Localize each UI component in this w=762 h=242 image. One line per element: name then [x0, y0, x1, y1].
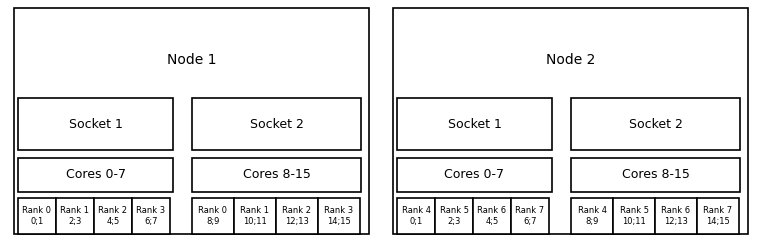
Bar [397, 198, 435, 234]
Text: Rank 1
10;11: Rank 1 10;11 [241, 206, 270, 226]
Text: Rank 2
12;13: Rank 2 12;13 [283, 206, 312, 226]
Text: Rank 0
8;9: Rank 0 8;9 [198, 206, 228, 226]
Text: Cores 8-15: Cores 8-15 [242, 168, 310, 182]
Text: Rank 7
14;15: Rank 7 14;15 [703, 206, 732, 226]
Text: Rank 3
6;7: Rank 3 6;7 [136, 206, 165, 226]
Bar [655, 198, 697, 234]
Bar [18, 198, 56, 234]
Bar [18, 98, 173, 150]
Bar [473, 198, 511, 234]
Text: Cores 8-15: Cores 8-15 [622, 168, 690, 182]
Bar [234, 198, 276, 234]
Text: Rank 1
2;3: Rank 1 2;3 [60, 206, 89, 226]
Bar [18, 158, 173, 192]
Bar [192, 198, 234, 234]
Text: Rank 2
4;5: Rank 2 4;5 [98, 206, 127, 226]
Bar [318, 198, 360, 234]
Text: Rank 5
10;11: Rank 5 10;11 [620, 206, 648, 226]
Bar [192, 158, 361, 192]
Bar [571, 158, 740, 192]
Bar [56, 198, 94, 234]
Bar [571, 198, 613, 234]
Text: Cores 0-7: Cores 0-7 [66, 168, 126, 182]
Text: Socket 2: Socket 2 [250, 118, 303, 130]
Bar [571, 98, 740, 150]
Text: Node 2: Node 2 [546, 53, 595, 67]
Text: Rank 4
8;9: Rank 4 8;9 [578, 206, 607, 226]
Bar [192, 98, 361, 150]
Text: Rank 0
0;1: Rank 0 0;1 [23, 206, 52, 226]
Text: Cores 0-7: Cores 0-7 [444, 168, 504, 182]
Bar [393, 8, 748, 234]
Bar [397, 98, 552, 150]
Text: Node 1: Node 1 [167, 53, 216, 67]
Text: Socket 1: Socket 1 [69, 118, 123, 130]
Bar [276, 198, 318, 234]
Bar [132, 198, 170, 234]
Text: Rank 5
2;3: Rank 5 2;3 [440, 206, 469, 226]
Bar [397, 158, 552, 192]
Text: Socket 1: Socket 1 [447, 118, 501, 130]
Bar [511, 198, 549, 234]
Bar [613, 198, 655, 234]
Text: Rank 6
12;13: Rank 6 12;13 [661, 206, 690, 226]
Text: Rank 7
6;7: Rank 7 6;7 [515, 206, 545, 226]
Text: Rank 4
0;1: Rank 4 0;1 [402, 206, 431, 226]
Bar [697, 198, 739, 234]
Bar [435, 198, 473, 234]
Text: Socket 2: Socket 2 [629, 118, 683, 130]
Bar [14, 8, 369, 234]
Bar [94, 198, 132, 234]
Text: Rank 6
4;5: Rank 6 4;5 [478, 206, 507, 226]
Text: Rank 3
14;15: Rank 3 14;15 [325, 206, 354, 226]
